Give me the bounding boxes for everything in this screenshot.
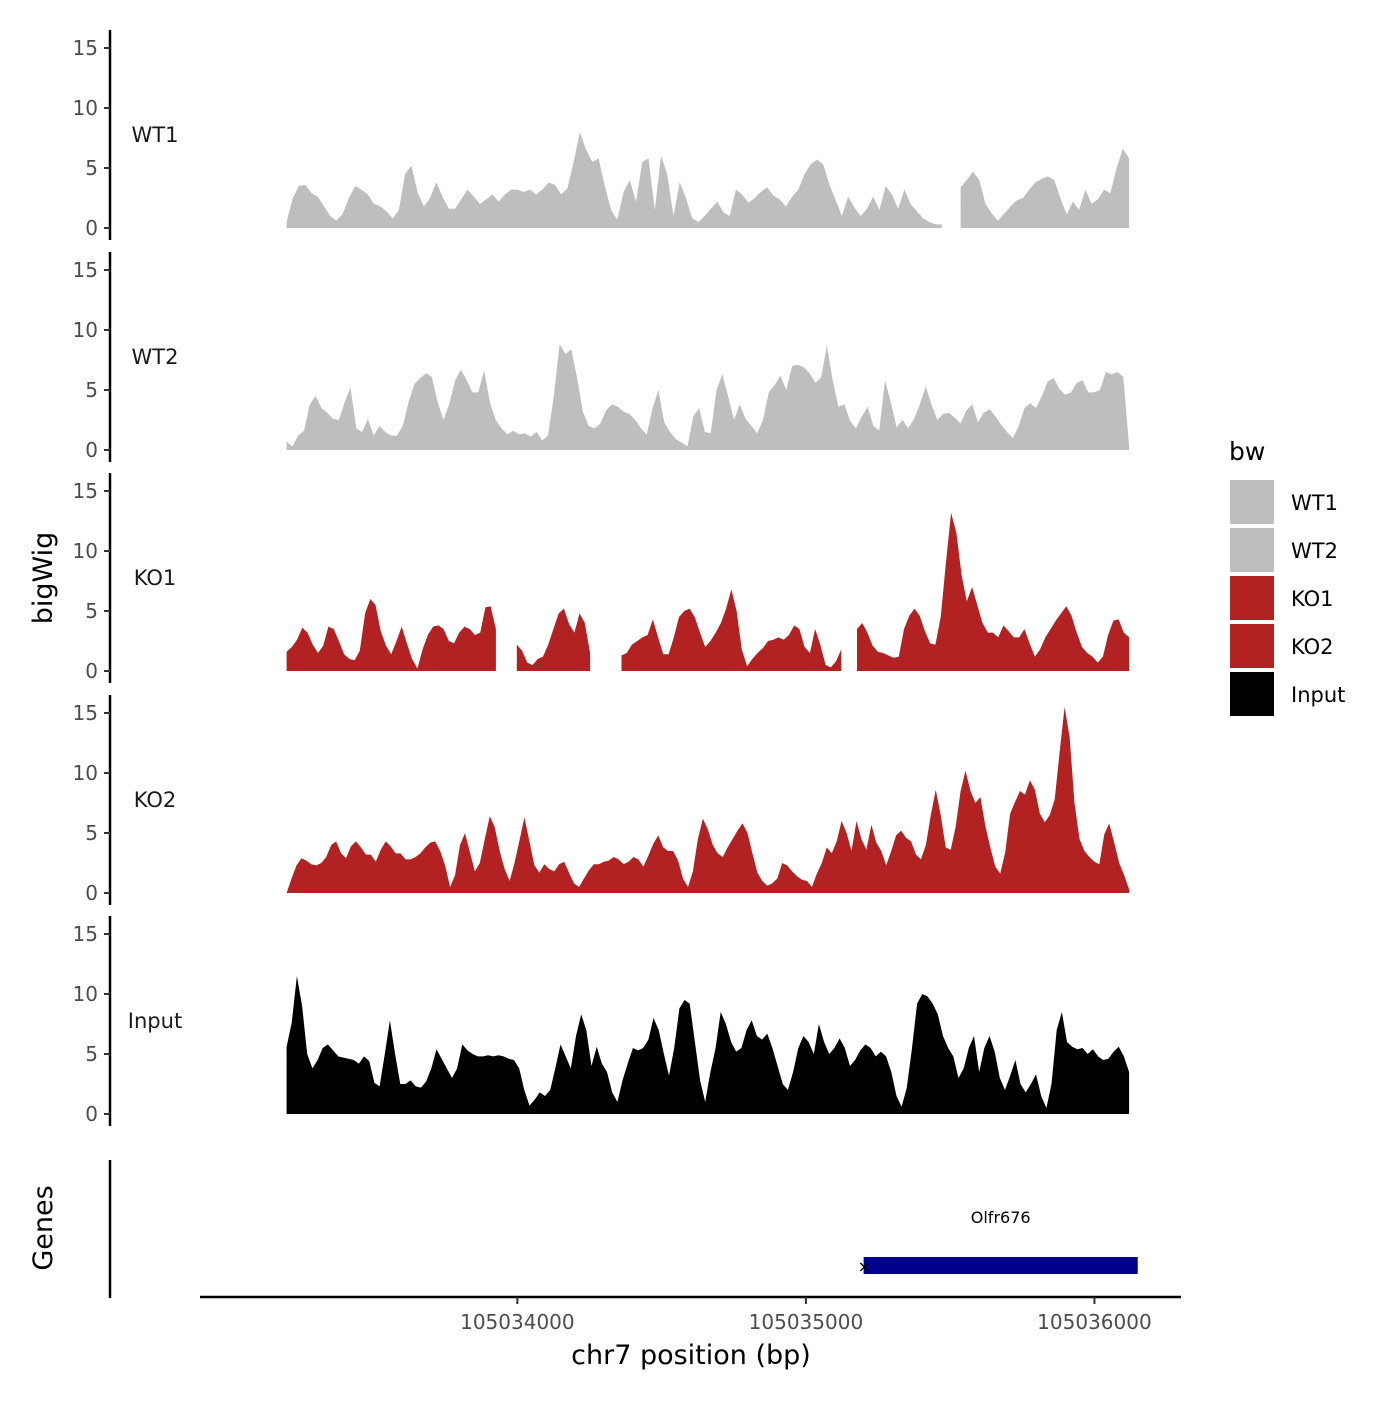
x-tick-label: 105035000 (749, 1310, 864, 1334)
y-tick-label: 15 (73, 922, 98, 946)
coverage-area (286, 976, 1130, 1114)
coverage-area (286, 707, 1130, 893)
legend-title: bw (1229, 437, 1265, 466)
track-label: WT1 (132, 123, 179, 147)
legend-swatch (1230, 528, 1274, 572)
track-label: KO1 (134, 566, 177, 590)
y-tick-label: 15 (73, 701, 98, 725)
genes-axis-title: Genes (28, 1185, 59, 1270)
y-tick-label: 0 (85, 438, 98, 462)
legend-swatch (1230, 624, 1274, 668)
legend: bw WT1 WT2 KO1 KO2 Input (1229, 437, 1345, 716)
legend-label: KO2 (1291, 635, 1334, 659)
x-axis-title: chr7 position (bp) (571, 1340, 811, 1371)
x-axis: 105034000 105035000 105036000 (200, 1295, 1181, 1334)
y-axis-title: bigWig (28, 532, 59, 625)
legend-swatch (1230, 576, 1274, 620)
y-tick-label: 0 (85, 659, 98, 683)
coverage-tracks: 0 5 10 15 WT1 0 5 10 15 WT2 0 5 10 15 KO1 0 5 10 15 KO2 0 5 10… (73, 30, 1130, 1126)
y-tick-label: 5 (85, 599, 98, 623)
genes-panel: × Olfr676 (108, 1160, 1138, 1298)
y-tick-label: 5 (85, 821, 98, 845)
y-tick-label: 10 (73, 539, 98, 563)
track-label: KO2 (134, 788, 177, 812)
y-tick-label: 0 (85, 1102, 98, 1126)
y-tick-label: 15 (73, 258, 98, 282)
coverage-area (621, 589, 842, 671)
coverage-area (286, 344, 1130, 450)
coverage-area (857, 512, 1130, 671)
coverage-area (516, 608, 591, 671)
y-tick-label: 10 (73, 318, 98, 342)
legend-label: WT2 (1291, 539, 1338, 563)
track-ko1: 0 5 10 15 KO1 (73, 473, 1130, 683)
strand-marker: × (858, 1257, 871, 1276)
coverage-area (960, 148, 1130, 228)
track-wt2: 0 5 10 15 WT2 (73, 252, 1130, 462)
y-tick-label: 5 (85, 1042, 98, 1066)
y-tick-label: 10 (73, 982, 98, 1006)
legend-label: Input (1291, 683, 1345, 707)
y-tick-label: 5 (85, 378, 98, 402)
x-tick-label: 105034000 (460, 1310, 575, 1334)
track-label: Input (128, 1009, 182, 1033)
y-tick-label: 15 (73, 36, 98, 60)
coverage-area (286, 132, 942, 228)
y-tick-label: 0 (85, 881, 98, 905)
legend-swatch (1230, 672, 1274, 716)
legend-label: WT1 (1291, 491, 1338, 515)
track-ko2: 0 5 10 15 KO2 (73, 695, 1130, 905)
y-tick-label: 10 (73, 761, 98, 785)
gene-label: Olfr676 (971, 1208, 1031, 1227)
track-wt1: 0 5 10 15 WT1 (73, 30, 1130, 240)
gene-body (863, 1257, 1138, 1274)
y-tick-label: 15 (73, 479, 98, 503)
legend-swatch (1230, 480, 1274, 524)
y-tick-label: 10 (73, 96, 98, 120)
legend-label: KO1 (1291, 587, 1334, 611)
y-tick-label: 0 (85, 216, 98, 240)
track-input: 0 5 10 15 Input (73, 916, 1130, 1126)
x-tick-label: 105036000 (1037, 1310, 1152, 1334)
y-tick-label: 5 (85, 156, 98, 180)
coverage-area (286, 599, 496, 671)
track-label: WT2 (132, 345, 179, 369)
